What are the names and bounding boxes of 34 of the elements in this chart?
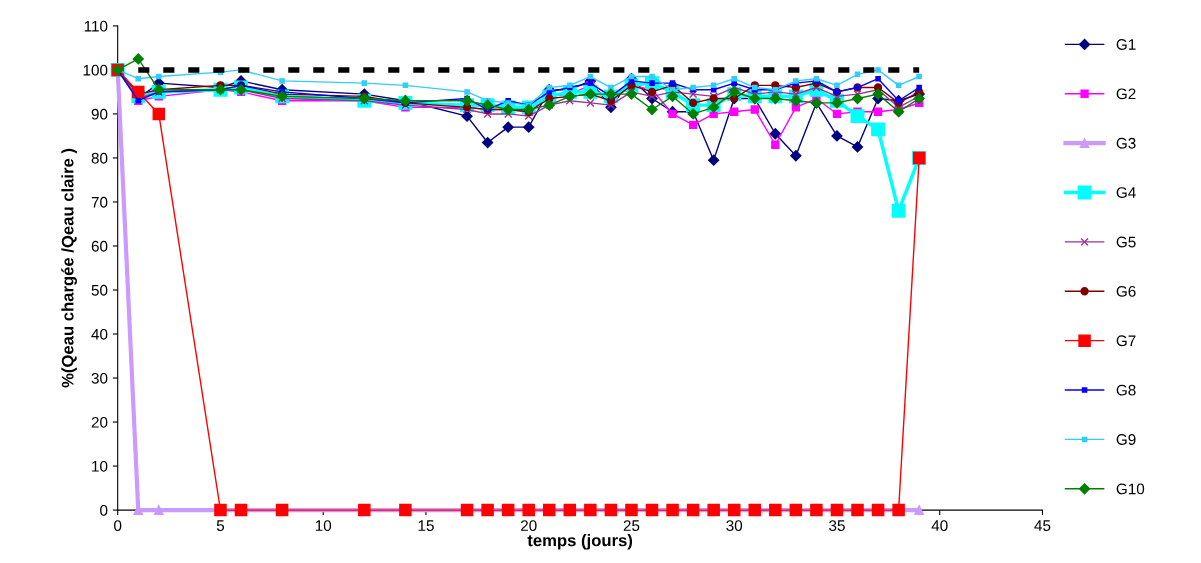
y-tick-label: 90 [91,108,108,120]
legend-label: G3 [1116,137,1136,149]
x-tick-label: 25 [623,520,640,532]
x-tick-label: 40 [931,520,948,532]
y-tick-label: 40 [91,328,108,340]
x-tick-label: 0 [114,520,122,532]
y-tick-label: 70 [91,196,108,208]
x-tick-label: 5 [216,520,225,532]
legend-label: G8 [1116,384,1136,396]
x-tick-label: 20 [520,520,537,532]
legend-label: G6 [1116,285,1136,297]
legend-label: G5 [1116,236,1136,248]
legend-label: G7 [1116,335,1136,347]
y-tick-label: 30 [91,372,108,384]
x-tick-label: 10 [315,520,332,532]
legend-label: G2 [1116,88,1136,100]
legend-label: G1 [1116,39,1136,50]
y-tick-label: 0 [100,504,108,516]
y-tick-label: 110 [84,20,108,32]
y-tick-label: 50 [91,284,108,296]
y-tick-label: 10 [92,460,108,472]
legend-label: G9 [1116,434,1136,445]
x-tick-label: 15 [418,520,434,532]
y-tick-label: 20 [91,416,108,428]
x-tick-label: 30 [726,520,743,532]
x-tick-label: 35 [829,520,845,532]
y-tick-label: 60 [91,240,108,252]
legend-label: G10 [1116,483,1145,495]
legend-label: G4 [1116,187,1136,199]
x-tick-label: 45 [1034,520,1051,532]
y-axis-title: %(Qeau chargée /Qeau claire ) [61,148,77,388]
x-axis-title: temps (jours) [527,534,633,550]
y-tick-label: 80 [91,152,108,164]
y-tick-label: 100 [83,64,108,76]
